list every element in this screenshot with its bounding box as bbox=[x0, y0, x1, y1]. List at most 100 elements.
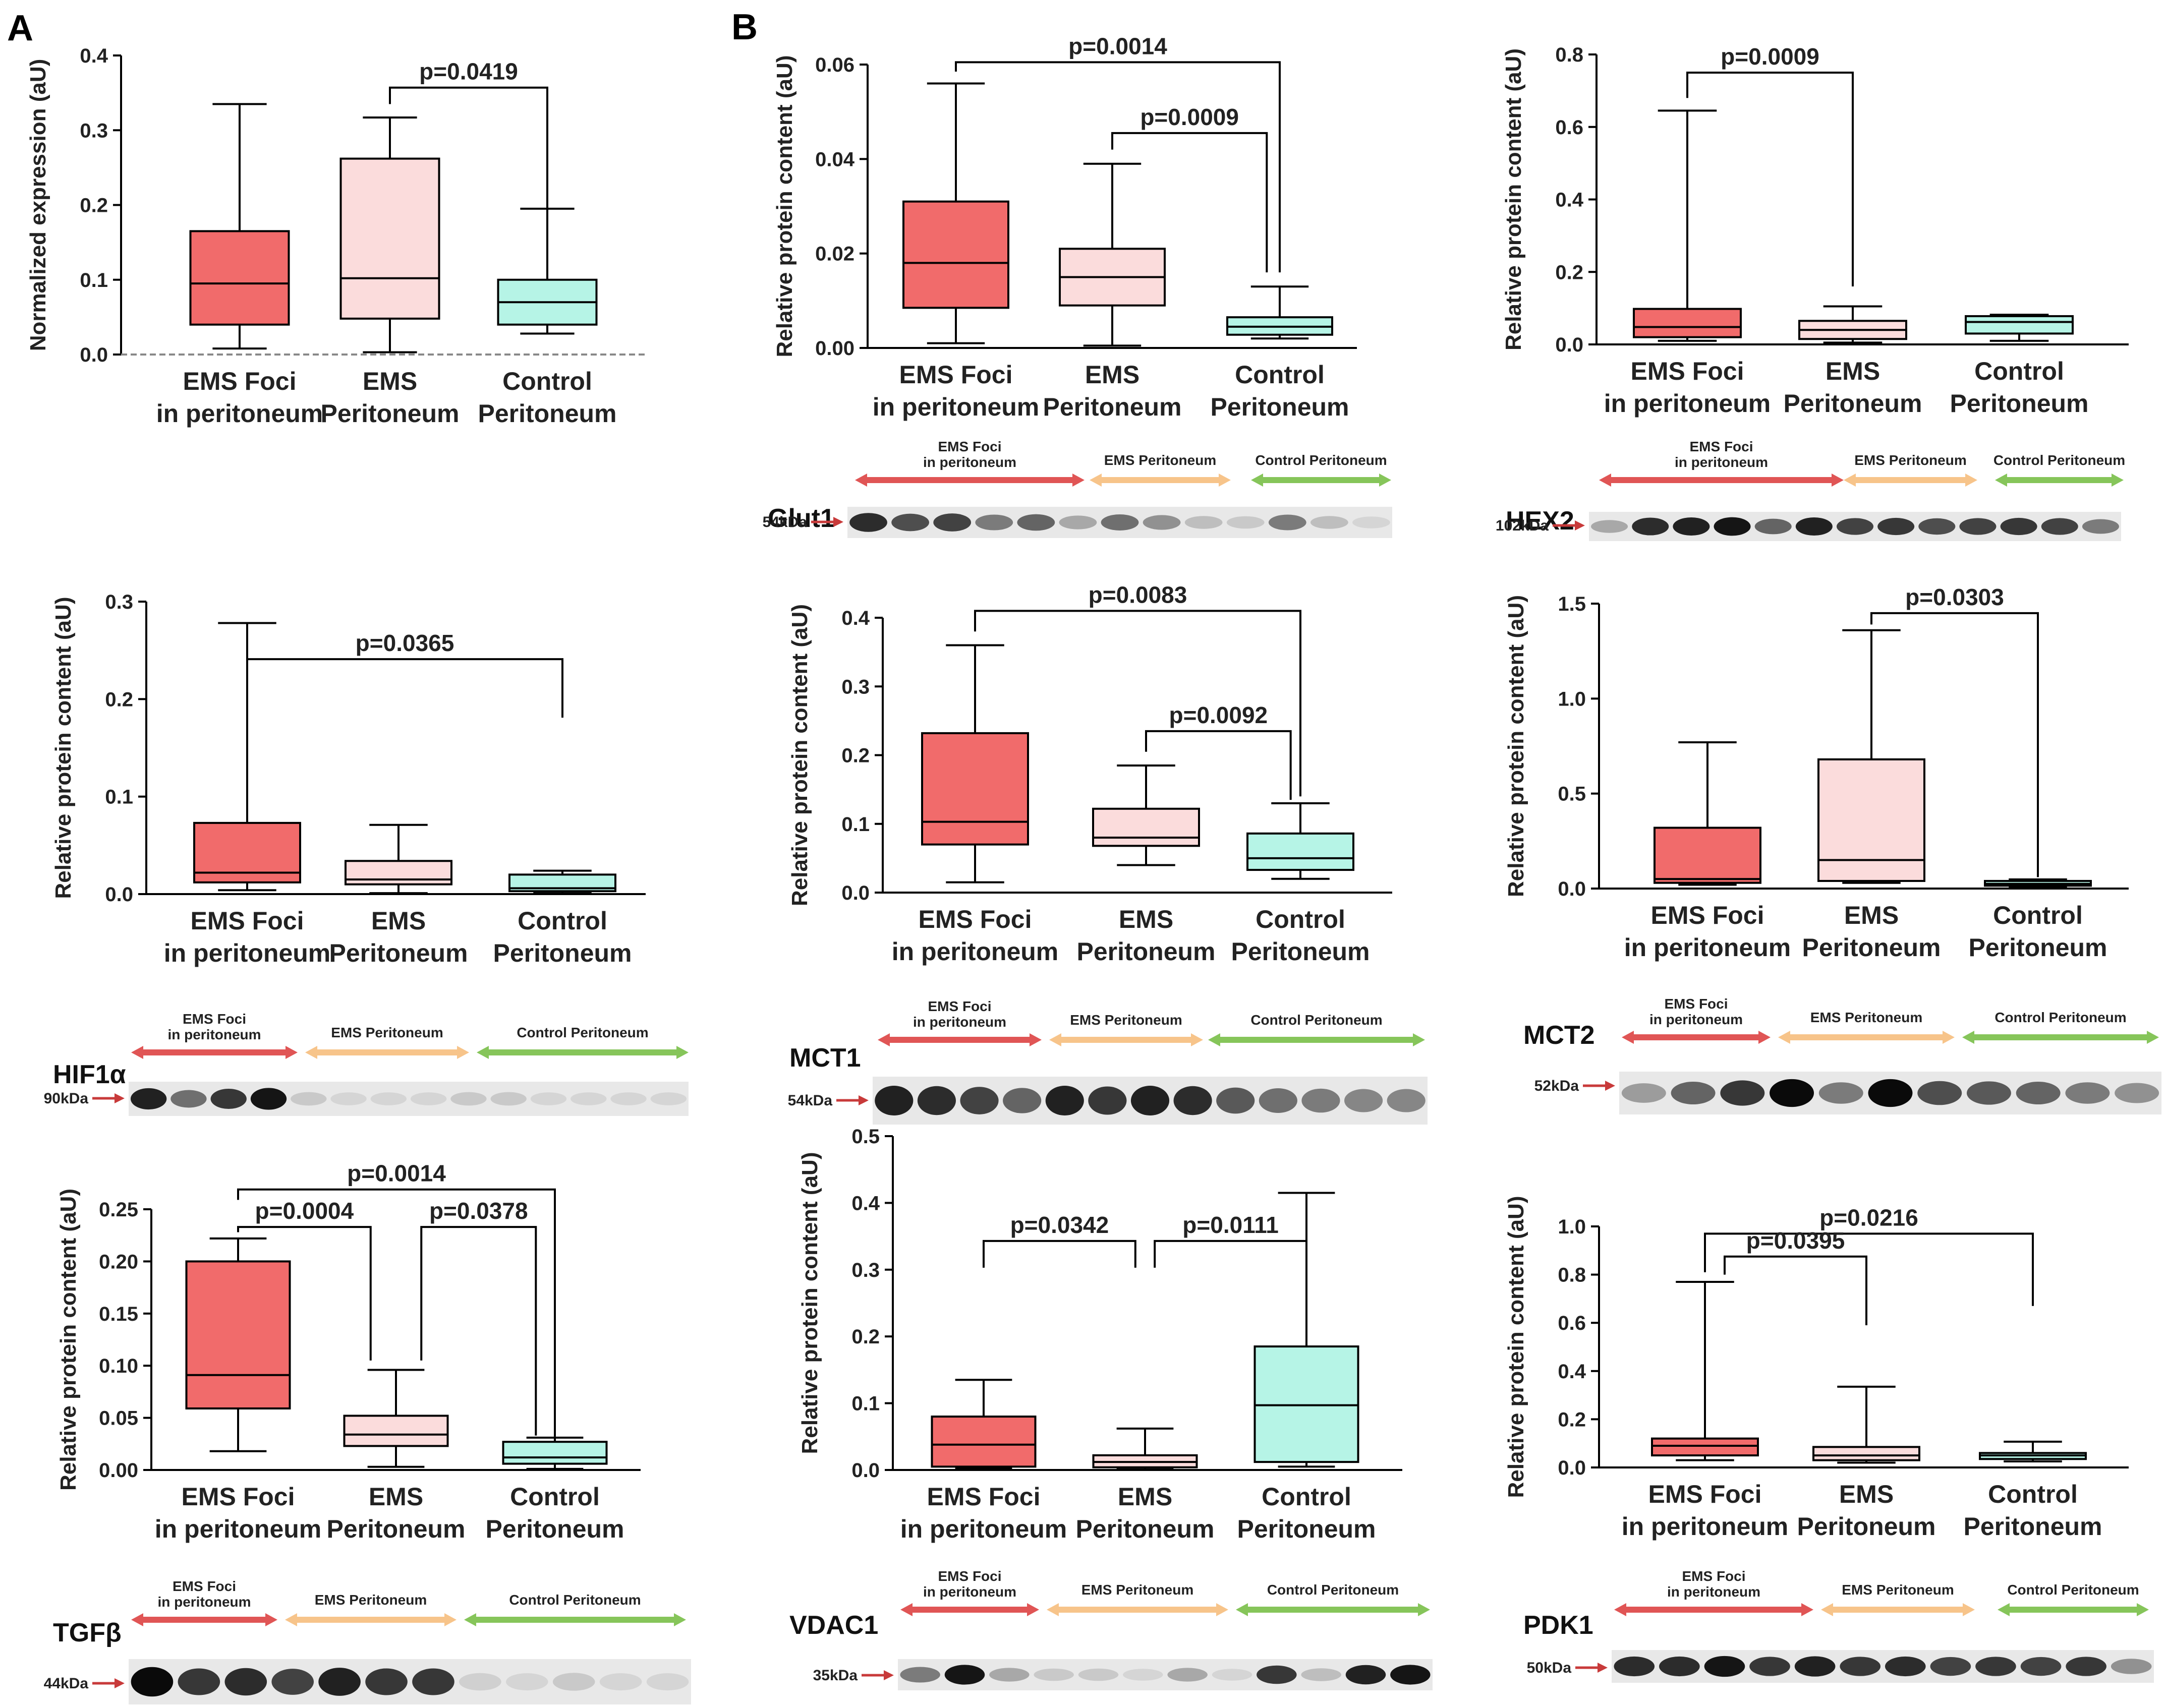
y-axis-label: Relative protein content (aU) bbox=[1504, 1196, 1528, 1498]
y-tick-label: 0.0 bbox=[851, 1459, 880, 1482]
y-tick-label: 0.4 bbox=[80, 45, 108, 67]
category-label: Peritoneum bbox=[1210, 393, 1349, 421]
blot-band bbox=[530, 1092, 567, 1105]
box-iqr bbox=[921, 732, 1029, 846]
y-tick-label: 0.0 bbox=[1558, 1457, 1586, 1479]
group-label: in peritoneum bbox=[167, 1027, 261, 1042]
y-tick-label: 0.1 bbox=[80, 269, 108, 291]
blot-band bbox=[1184, 516, 1223, 529]
chart-normalized: 0.0 0.1 0.2 0.3 0.4 Normalized expression (aU… bbox=[26, 45, 646, 428]
category-label: in peritoneum bbox=[156, 399, 323, 428]
blot-band bbox=[1614, 1656, 1655, 1677]
group-arrow-head-left bbox=[131, 1046, 143, 1059]
blot-band bbox=[1088, 1086, 1127, 1115]
blot-band bbox=[2041, 518, 2078, 535]
chart-mct2: 0.0 0.5 1.0 1.5 Relative protein content (aU… bbox=[1504, 584, 2129, 962]
group-arrow-head-right bbox=[1801, 1603, 1813, 1616]
y-tick-label: 0.4 bbox=[1558, 1361, 1586, 1383]
group-label: Control Peritoneum bbox=[1255, 452, 1387, 468]
blot-band bbox=[1794, 1656, 1836, 1677]
group-label: EMS Foci bbox=[1682, 1568, 1745, 1584]
significance-bracket: p=0.0303 bbox=[1870, 584, 2039, 877]
blot-band bbox=[1966, 1081, 2011, 1105]
p-value-label: p=0.0216 bbox=[1819, 1204, 1918, 1230]
significance-bracket: p=0.0014 bbox=[237, 1160, 556, 1437]
group-label: Control Peritoneum bbox=[1250, 1012, 1382, 1028]
blot-band bbox=[450, 1092, 487, 1106]
y-tick-label: 0.0 bbox=[80, 344, 108, 366]
blot-band bbox=[1301, 1088, 1340, 1113]
group-label: in peritoneum bbox=[1667, 1584, 1760, 1600]
y-axis-label: Relative protein content (aU) bbox=[56, 1189, 81, 1491]
group-arrow-head-right bbox=[1758, 1031, 1771, 1044]
blot-band bbox=[1268, 514, 1306, 531]
box-ems_foci: EMS Foci in peritoneum bbox=[1624, 741, 1791, 962]
kda-label: 50kDa bbox=[1527, 1660, 1572, 1676]
blot-band bbox=[975, 514, 1013, 531]
group-label: EMS Foci bbox=[1664, 996, 1728, 1012]
bracket-line bbox=[1870, 612, 2039, 877]
box-control: Control Peritoneum bbox=[1237, 1192, 1376, 1543]
blot-band bbox=[1704, 1656, 1745, 1677]
box-iqr bbox=[1817, 758, 1925, 882]
box-ems_peritoneum: EMS Peritoneum bbox=[329, 823, 468, 967]
category-label: EMS bbox=[1839, 1480, 1894, 1508]
group-arrow-head-left bbox=[464, 1613, 476, 1626]
box-iqr bbox=[343, 1415, 449, 1447]
y-tick-label: 0.10 bbox=[99, 1355, 138, 1377]
y-tick-label: 0.2 bbox=[851, 1326, 880, 1348]
box-ems_foci: EMS Foci in peritoneum bbox=[155, 1237, 321, 1543]
category-label: Peritoneum bbox=[1797, 1512, 1935, 1541]
box-ems_peritoneum: EMS Peritoneum bbox=[1075, 1427, 1215, 1543]
y-tick-label: 1.5 bbox=[1558, 593, 1586, 615]
marker-arrow-head bbox=[1598, 1663, 1608, 1673]
chart-hex2: 0.0 0.2 0.4 0.6 0.8 Relative protein content … bbox=[1501, 43, 2129, 418]
group-label: EMS Foci bbox=[183, 1011, 246, 1027]
blot-band bbox=[412, 1668, 454, 1695]
panel-label-a: A bbox=[7, 8, 33, 48]
significance-bracket: p=0.0395 bbox=[1724, 1227, 1867, 1325]
group-label: EMS Peritoneum bbox=[1810, 1010, 1922, 1025]
significance-bracket: p=0.0365 bbox=[246, 630, 563, 718]
blot-band bbox=[944, 1665, 985, 1685]
group-label: EMS Peritoneum bbox=[1842, 1582, 1954, 1598]
y-tick-label: 0.06 bbox=[815, 54, 854, 76]
box-control: Control Peritoneum bbox=[485, 1436, 624, 1543]
p-value-label: p=0.0014 bbox=[1068, 33, 1167, 59]
marker-arrow-head bbox=[1575, 520, 1585, 531]
blot-band bbox=[365, 1668, 408, 1695]
blot-band bbox=[370, 1092, 407, 1105]
significance-bracket: p=0.0419 bbox=[389, 58, 548, 260]
bracket-line bbox=[1154, 1240, 1306, 1268]
y-axis-label: Normalized expression (aU) bbox=[26, 59, 50, 351]
group-label: in peritoneum bbox=[923, 454, 1016, 470]
group-label: Control Peritoneum bbox=[1993, 452, 2125, 468]
category-label: EMS bbox=[369, 1483, 423, 1511]
group-arrow-head-right bbox=[457, 1046, 469, 1059]
significance-bracket: p=0.0111 bbox=[1154, 1212, 1306, 1268]
y-tick-label: 0.6 bbox=[1555, 116, 1583, 139]
box-ems_foci: EMS Foci in peritoneum bbox=[164, 622, 330, 967]
category-label: EMS Foci bbox=[190, 907, 304, 935]
blot-band bbox=[1591, 520, 1628, 533]
y-tick-label: 0.4 bbox=[1555, 189, 1583, 211]
blot-band bbox=[1003, 1088, 1042, 1113]
group-label: EMS Peritoneum bbox=[1854, 452, 1966, 468]
blot-protein-label: VDAC1 bbox=[789, 1611, 878, 1640]
category-label: Control bbox=[510, 1483, 600, 1511]
category-label: Control bbox=[1988, 1480, 2078, 1508]
blot-band bbox=[271, 1669, 314, 1695]
blot-band bbox=[1257, 1665, 1297, 1684]
category-label: Peritoneum bbox=[1968, 933, 2107, 962]
category-label: Peritoneum bbox=[326, 1515, 465, 1543]
group-label: EMS Peritoneum bbox=[331, 1025, 443, 1040]
bracket-line bbox=[389, 86, 548, 260]
category-label: Control bbox=[1974, 357, 2064, 385]
category-label: in peritoneum bbox=[892, 937, 1059, 966]
y-tick-label: 0.0 bbox=[1555, 334, 1583, 356]
significance-bracket: p=0.0342 bbox=[983, 1212, 1136, 1268]
category-label: Peritoneum bbox=[485, 1515, 624, 1543]
blot-band bbox=[599, 1673, 642, 1691]
bracket-line bbox=[955, 61, 1281, 273]
